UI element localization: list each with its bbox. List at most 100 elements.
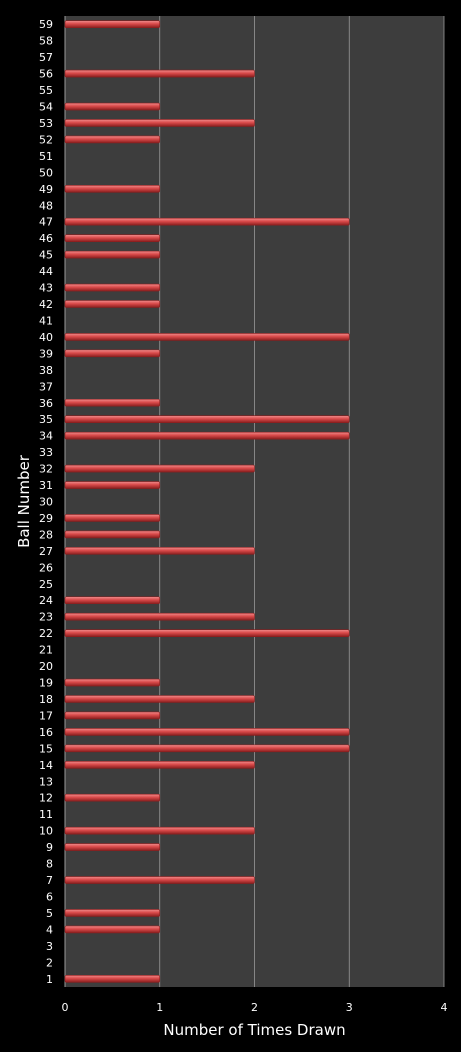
y-tick-label: 25 xyxy=(39,578,53,591)
y-tick-label: 42 xyxy=(39,298,53,311)
bar-ball-23 xyxy=(64,612,255,621)
y-tick-label: 6 xyxy=(46,890,53,903)
bar-ball-52 xyxy=(64,135,161,144)
y-tick-label: 8 xyxy=(46,858,53,871)
bar-ball-56 xyxy=(64,69,255,78)
bar-ball-15 xyxy=(64,744,350,753)
y-tick-label: 36 xyxy=(39,397,53,410)
y-tick-label: 49 xyxy=(39,183,53,196)
y-tick-label: 22 xyxy=(39,627,53,640)
y-tick-label: 29 xyxy=(39,512,53,525)
bar-ball-29 xyxy=(64,514,161,522)
bar-ball-7 xyxy=(64,876,255,884)
y-tick-label: 20 xyxy=(39,660,53,673)
y-tick-label: 45 xyxy=(39,249,53,262)
y-tick-label: 14 xyxy=(39,759,53,772)
x-tick-label: 3 xyxy=(346,1001,353,1014)
y-tick-label: 1 xyxy=(46,973,53,986)
bar-ball-49 xyxy=(64,185,161,193)
y-tick-label: 7 xyxy=(46,874,53,887)
bar-ball-27 xyxy=(64,547,255,555)
y-tick-label: 24 xyxy=(39,594,53,607)
y-tick-label: 46 xyxy=(39,232,53,245)
y-tick-label: 12 xyxy=(39,792,53,805)
y-tick-label: 39 xyxy=(39,347,53,360)
bar-ball-16 xyxy=(64,728,350,736)
bar-ball-17 xyxy=(64,711,161,720)
bars xyxy=(64,20,350,983)
y-tick-label: 43 xyxy=(39,282,53,295)
bar-ball-45 xyxy=(64,250,161,259)
bar-ball-54 xyxy=(64,102,161,111)
y-tick-label: 3 xyxy=(46,940,53,953)
y-tick-label: 2 xyxy=(46,956,53,969)
bar-ball-24 xyxy=(64,596,161,605)
y-tick-label: 27 xyxy=(39,545,53,558)
bar-ball-12 xyxy=(64,793,161,802)
bar-ball-42 xyxy=(64,300,161,308)
y-tick-label: 52 xyxy=(39,133,53,146)
bar-ball-47 xyxy=(64,217,350,226)
y-tick-label: 33 xyxy=(39,446,53,459)
bar-ball-34 xyxy=(64,431,350,440)
y-tick-label: 37 xyxy=(39,380,53,393)
bar-ball-10 xyxy=(64,826,255,835)
bar-ball-22 xyxy=(64,629,350,637)
y-tick-label: 44 xyxy=(39,265,53,278)
x-tick-label: 2 xyxy=(251,1001,258,1014)
gridlines xyxy=(64,16,445,987)
y-tick-label: 28 xyxy=(39,528,53,541)
y-tick-label: 4 xyxy=(46,923,53,936)
y-tick-label: 13 xyxy=(39,775,53,788)
x-tick-label: 4 xyxy=(441,1001,448,1014)
bar-ball-39 xyxy=(64,349,161,358)
y-tick-label: 11 xyxy=(39,808,53,821)
y-tick-label: 10 xyxy=(39,825,53,838)
y-tick-label: 21 xyxy=(39,644,53,657)
bar-ball-35 xyxy=(64,415,350,424)
y-tick-label: 15 xyxy=(39,742,53,755)
bar-ball-9 xyxy=(64,843,161,851)
y-tick-label: 54 xyxy=(39,101,53,114)
y-tick-label: 56 xyxy=(39,68,53,81)
y-tick-label: 47 xyxy=(39,216,53,229)
y-tick-label: 34 xyxy=(39,430,53,443)
bar-ball-28 xyxy=(64,530,161,539)
bar-ball-18 xyxy=(64,695,255,703)
bar-ball-14 xyxy=(64,761,255,769)
x-tick-label: 0 xyxy=(62,1001,69,1014)
bar-ball-43 xyxy=(64,283,161,292)
x-tick-label: 1 xyxy=(156,1001,163,1014)
x-tick-labels: 0 1 2 3 4 xyxy=(62,1001,448,1014)
y-tick-label: 41 xyxy=(39,314,53,327)
bar-ball-31 xyxy=(64,481,161,489)
y-axis-title: Ball Number xyxy=(15,454,33,548)
y-tick-label: 35 xyxy=(39,413,53,426)
bar-ball-36 xyxy=(64,398,161,407)
bar-ball-53 xyxy=(64,119,255,127)
y-tick-label: 23 xyxy=(39,611,53,624)
bar-ball-1 xyxy=(64,974,161,983)
y-tick-label: 30 xyxy=(39,496,53,509)
y-tick-label: 58 xyxy=(39,35,53,48)
bar-ball-40 xyxy=(64,333,350,341)
y-tick-label: 5 xyxy=(46,907,53,920)
y-tick-label: 19 xyxy=(39,677,53,690)
y-tick-label: 38 xyxy=(39,364,53,377)
y-tick-label: 57 xyxy=(39,51,53,64)
y-tick-label: 55 xyxy=(39,84,53,97)
bar-ball-32 xyxy=(64,464,255,473)
y-tick-label: 32 xyxy=(39,463,53,476)
y-tick-label: 26 xyxy=(39,561,53,574)
y-tick-label: 31 xyxy=(39,479,53,492)
y-tick-label: 17 xyxy=(39,709,53,722)
bar-ball-5 xyxy=(64,909,161,917)
y-tick-label: 18 xyxy=(39,693,53,706)
y-tick-label: 50 xyxy=(39,166,53,179)
y-tick-label: 48 xyxy=(39,199,53,212)
bar-ball-4 xyxy=(64,925,161,934)
x-axis-title: Number of Times Drawn xyxy=(163,1021,345,1039)
bar-ball-46 xyxy=(64,234,161,242)
bar-ball-19 xyxy=(64,678,161,687)
